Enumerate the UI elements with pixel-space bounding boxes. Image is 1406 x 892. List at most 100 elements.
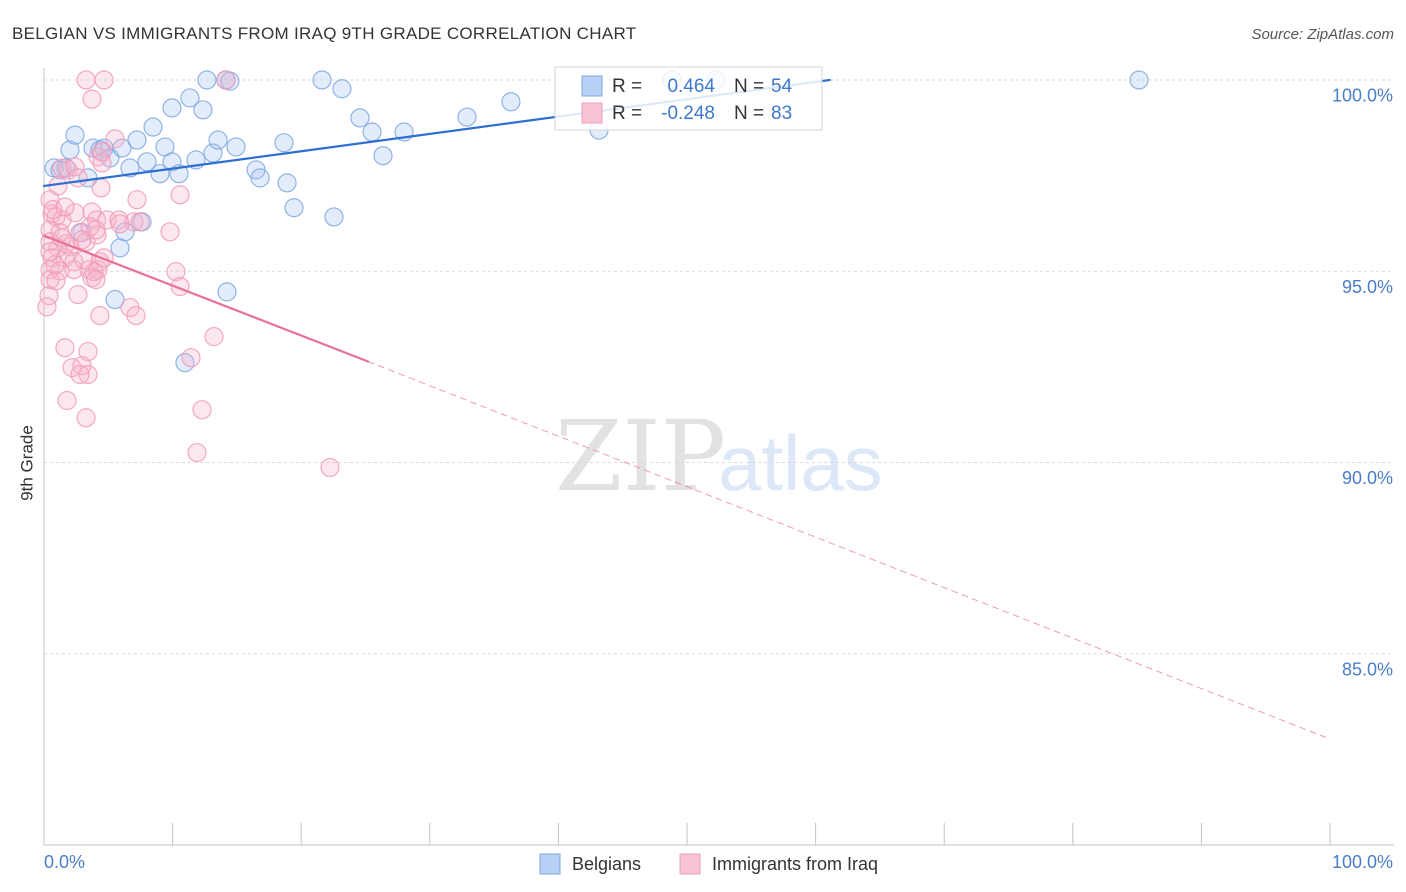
belgians-point [457, 107, 477, 127]
immigrants-from-iraq-point [78, 341, 98, 362]
immigrants-from-iraq-point [65, 203, 85, 223]
belgians-point [162, 152, 182, 172]
belgians-n-value: 54 [771, 76, 793, 97]
immigrants-from-iraq-trend-line-solid [42, 234, 370, 363]
belgians-swatch [581, 75, 603, 97]
belgians-point [197, 70, 217, 90]
immigrants-from-iraq-trend-line-dashed [367, 361, 1331, 740]
belgians-point [274, 133, 294, 153]
x-tick-label: 0.0% [44, 852, 85, 872]
immigrants-from-iraq-point [216, 70, 236, 90]
immigrants-from-iraq-point [62, 358, 82, 378]
watermark-zip: ZIP [555, 400, 726, 513]
belgians-point [127, 130, 147, 150]
x-tick-marks [43, 823, 1331, 845]
immigrants-from-iraq-point [166, 262, 186, 282]
watermark: ZIP atlas [555, 400, 883, 513]
immigrants-from-iraq-point [110, 214, 130, 234]
immigrants-from-iraq-point [187, 442, 207, 463]
belgians-r-value: 0.464 [667, 76, 715, 97]
immigrants-from-iraq-point [126, 306, 146, 326]
belgians-point [137, 152, 157, 172]
belgians-point [208, 130, 228, 150]
y-tick-label: 90.0% [1342, 468, 1393, 488]
immigrants-from-iraq-point [64, 260, 84, 280]
belgians-point [180, 88, 200, 108]
immigrants-from-iraq-point [192, 400, 212, 420]
x-tick-label: 100.0% [1332, 852, 1393, 872]
immigrants-from-iraq-point [37, 297, 57, 317]
immigrants-from-iraq-point [43, 200, 63, 220]
immigrants-from-iraq-point [76, 70, 96, 90]
immigrants-from-iraq-point [94, 70, 114, 90]
immigrants-from-iraq-point [124, 212, 144, 232]
immigrants-from-iraq-point [86, 270, 106, 290]
axes [43, 68, 1394, 846]
belgians-point [193, 100, 213, 120]
belgians-point [250, 168, 270, 188]
y-tick-label: 85.0% [1342, 659, 1393, 679]
correlation-legend: R = 0.464 N = 54 R = -0.248 N = 83 [554, 66, 823, 131]
immigrants-from-iraq-point [160, 222, 180, 242]
immigrants-from-iraq-point [65, 157, 85, 177]
belgians-legend-label: Belgians [572, 854, 641, 874]
immigrants-from-iraq-point [170, 185, 190, 205]
belgians-point [162, 98, 182, 118]
belgians-point [105, 289, 125, 310]
belgians-point [362, 122, 382, 142]
immigrants-from-iraq-point [57, 390, 77, 411]
belgians-point [1129, 70, 1149, 90]
immigrants-from-iraq-point [127, 190, 147, 210]
belgians-point [277, 173, 297, 193]
immigrants-from-iraq-point [40, 242, 60, 262]
immigrants-from-iraq-point [76, 408, 96, 428]
belgians-legend-swatch [539, 853, 561, 875]
belgians-point [501, 92, 521, 112]
belgians-point [217, 282, 237, 302]
belgians-point [226, 137, 246, 157]
belgians-point [350, 108, 370, 128]
immigrants-from-iraq-point [105, 129, 125, 149]
y-tick-label: 100.0% [1332, 86, 1393, 106]
belgians-point [312, 70, 332, 90]
immigrants-from-iraq-point [72, 230, 92, 250]
belgians-point [332, 79, 352, 99]
immigrants-from-iraq-point [181, 348, 201, 368]
belgians-point [120, 158, 140, 178]
belgians-point [65, 125, 85, 145]
immigrants-from-iraq-point [52, 228, 72, 248]
series-legend: Belgians Immigrants from Iraq [539, 853, 878, 875]
belgians-n-label: N = [734, 76, 764, 97]
immigrants-from-iraq-point [320, 457, 340, 478]
belgians-point [324, 207, 344, 227]
immigrants-from-iraq-point [92, 142, 112, 162]
immigrants-from-iraq-point [70, 222, 90, 243]
immigrants-from-iraq-point [90, 306, 110, 326]
iraq-r-value: -0.248 [661, 103, 715, 124]
y-axis-label: 9th Grade [17, 425, 36, 501]
watermark-atlas: atlas [718, 419, 883, 507]
immigrants-from-iraq-points [37, 70, 340, 478]
immigrants-from-iraq-point [204, 327, 224, 347]
immigrants-from-iraq-point [92, 153, 112, 173]
belgians-point [373, 146, 393, 166]
iraq-legend-swatch [679, 853, 701, 875]
belgians-point [143, 117, 163, 137]
x-tick-labels: 0.0% 100.0% [44, 852, 1393, 872]
immigrants-from-iraq-point [82, 89, 102, 109]
belgians-point [284, 198, 304, 218]
immigrants-from-iraq-point [68, 168, 88, 188]
immigrants-from-iraq-point [130, 212, 150, 232]
immigrants-from-iraq-point [78, 364, 98, 385]
y-tick-labels: 100.0% 95.0% 90.0% 85.0% [1332, 86, 1393, 680]
iraq-r-label: R = [612, 103, 642, 124]
belgians-point [110, 238, 130, 258]
iraq-n-value: 83 [771, 103, 792, 124]
source-label: Source: ZipAtlas.com [1251, 26, 1394, 43]
immigrants-from-iraq-point [70, 364, 90, 385]
immigrants-from-iraq-point [68, 284, 88, 305]
iraq-n-label: N = [734, 103, 764, 124]
y-tick-label: 95.0% [1342, 277, 1393, 297]
immigrants-from-iraq-point [55, 197, 75, 217]
